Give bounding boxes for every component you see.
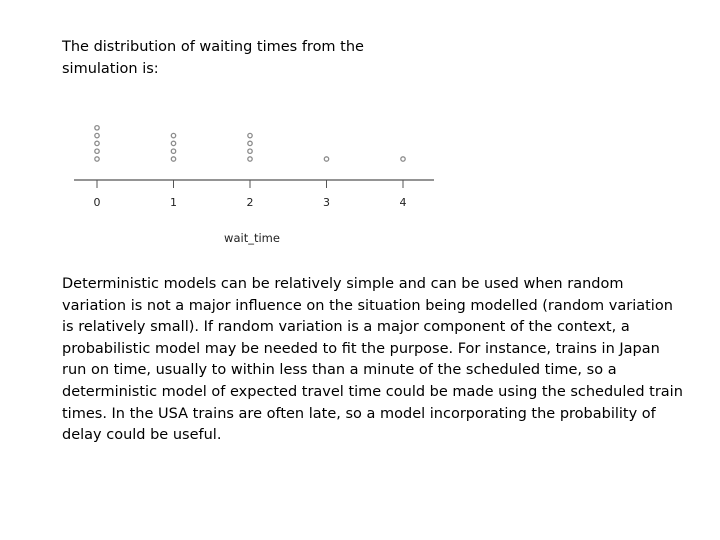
- data-dot: [247, 148, 253, 155]
- dot-marks: [94, 124, 406, 162]
- data-dot: [94, 132, 100, 139]
- x-tick-label: 1: [170, 196, 177, 209]
- data-dot: [323, 156, 330, 162]
- data-dot: [94, 148, 100, 155]
- data-dot: [247, 132, 253, 139]
- data-dot: [400, 156, 406, 162]
- data-dot: [94, 156, 100, 162]
- explanation-paragraph: Deterministic models can be relatively s…: [62, 276, 683, 444]
- dot-plot: 0 1 2 3 4 wait_time: [60, 108, 450, 253]
- x-tick-label: 4: [400, 196, 407, 209]
- data-dot: [94, 124, 100, 131]
- x-tick-label: 0: [94, 196, 101, 209]
- data-dot: [170, 132, 177, 139]
- data-dot: [170, 156, 177, 162]
- x-tick-label: 3: [323, 196, 330, 209]
- x-tick-label: 2: [247, 196, 254, 209]
- dot-plot-svg: 0 1 2 3 4 wait_time: [74, 124, 434, 245]
- data-dot: [170, 148, 177, 155]
- data-dot: [170, 140, 177, 147]
- data-dot: [94, 140, 100, 147]
- intro-text: The distribution of waiting times from t…: [62, 39, 364, 77]
- x-axis-ticks: 0 1 2 3 4: [94, 180, 407, 209]
- x-axis-label: wait_time: [224, 231, 280, 245]
- data-dot: [247, 140, 253, 147]
- data-dot: [247, 156, 253, 162]
